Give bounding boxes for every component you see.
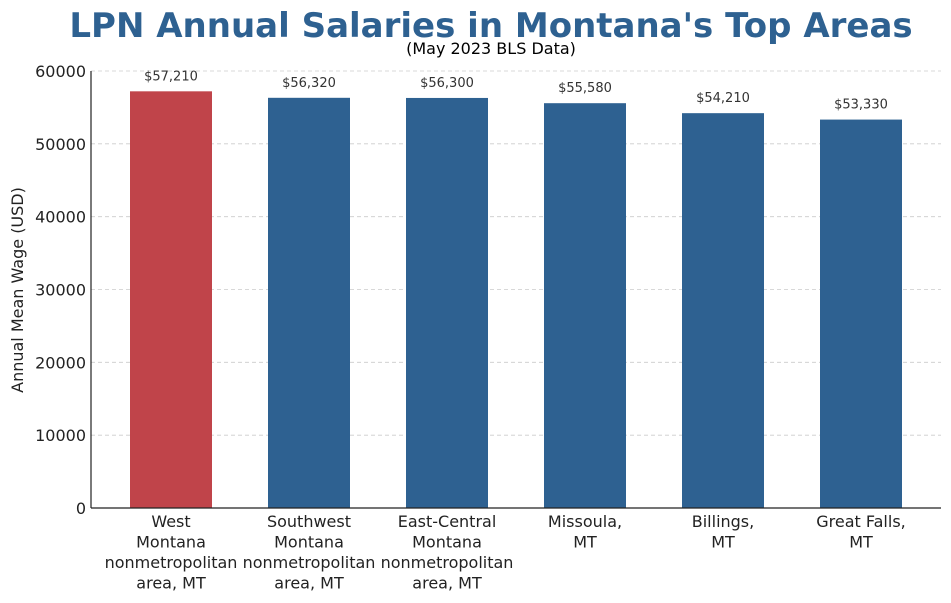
y-tick-label: 10000 [35,426,86,445]
chart-title: LPN Annual Salaries in Montana's Top Are… [69,6,912,46]
x-tick-label: West [151,512,190,531]
data-label: $53,330 [834,98,888,113]
data-label: $56,300 [420,76,474,91]
x-tick-label: area, MT [136,574,206,593]
chart-subtitle: (May 2023 BLS Data) [406,39,576,58]
y-tick-label: 50000 [35,135,86,154]
bar [544,103,626,509]
y-axis-label: Annual Mean Wage (USD) [8,187,27,393]
data-labels: $57,210 $56,320 $56,300 $55,580 $54,210 $53,3… [144,69,888,112]
x-tick-label: Southwest [267,512,351,531]
y-tick-label: 60000 [35,62,86,81]
x-tick-label: nonmetropolitan [105,553,238,572]
bars [130,91,902,509]
bar [130,91,212,509]
data-label: $57,210 [144,69,198,84]
x-tick-label: Montana [136,533,206,552]
bar [820,119,902,508]
gridlines [91,70,941,436]
y-ticks: 0 10000 20000 30000 40000 50000 60000 [35,62,86,518]
y-tick-label: 0 [76,499,86,518]
x-tick-label: nonmetropolitan [243,553,376,572]
x-tick-label: area, MT [412,574,482,593]
data-label: $55,580 [558,81,612,96]
x-tick-label: Billings, [692,512,754,531]
x-tick-label: Montana [412,533,482,552]
x-tick-label: area, MT [274,574,344,593]
x-tick-label: MT [711,533,735,552]
y-tick-label: 40000 [35,208,86,227]
bar [682,113,764,508]
data-label: $54,210 [696,91,750,106]
x-tick-label: Missoula, [548,512,622,531]
y-tick-label: 20000 [35,353,86,372]
x-tick-label: MT [849,533,873,552]
x-tick-label: Montana [274,533,344,552]
data-label: $56,320 [282,76,336,91]
bar [406,97,488,508]
x-tick-label: MT [573,533,597,552]
x-tick-label: East-Central [398,512,497,531]
x-tick-label: Great Falls, [816,512,905,531]
x-tick-label: nonmetropolitan [381,553,514,572]
bar [268,97,350,508]
y-tick-label: 30000 [35,281,86,300]
